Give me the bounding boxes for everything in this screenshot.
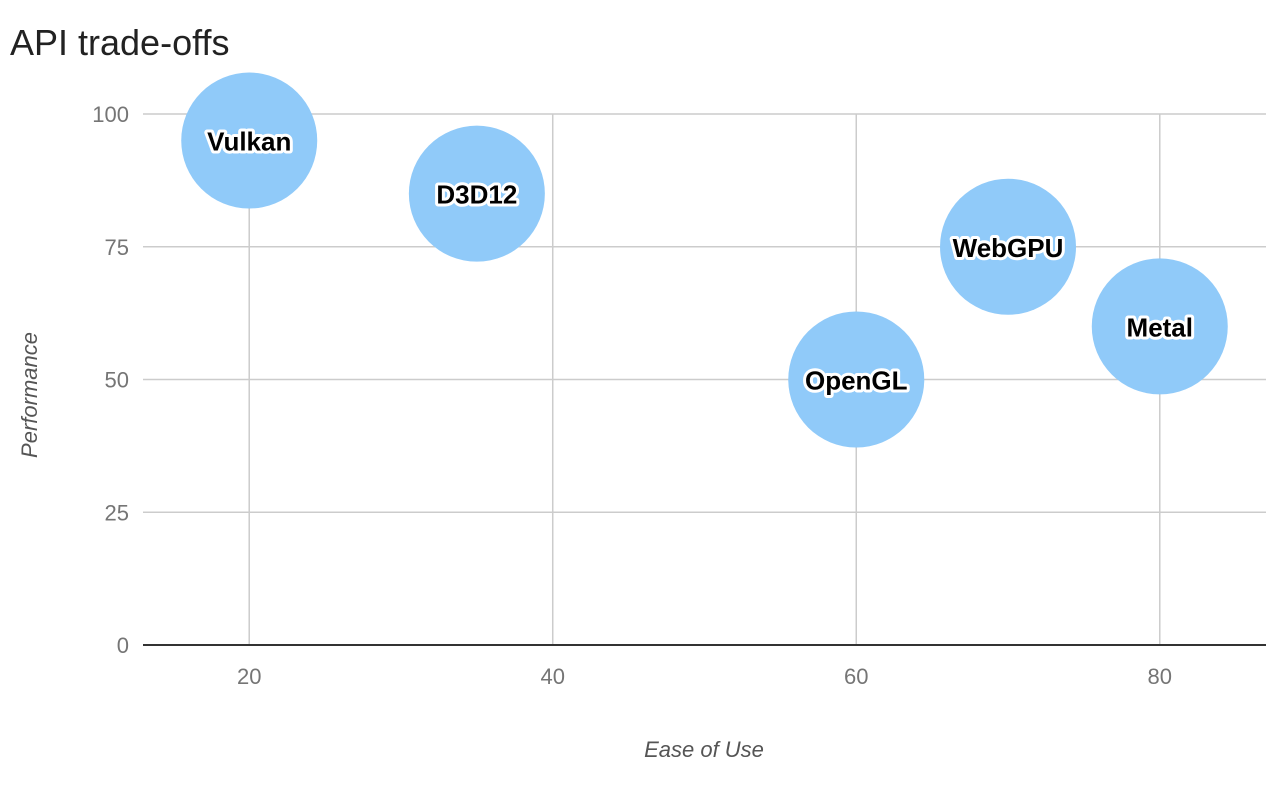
bubble-label-opengl: OpenGL xyxy=(805,366,908,396)
bubble-opengl[interactable] xyxy=(788,311,925,448)
bubble-webgpu[interactable] xyxy=(940,178,1077,315)
y-tick-label-25: 25 xyxy=(105,500,129,525)
y-tick-label-100: 100 xyxy=(92,102,129,127)
y-tick-label-0: 0 xyxy=(117,633,129,658)
bubble-label-webgpu: WebGPU xyxy=(953,233,1064,263)
y-tick-label-75: 75 xyxy=(105,235,129,260)
y-axis-title: Performance xyxy=(17,332,42,458)
x-tick-label-20: 20 xyxy=(237,664,261,689)
bubble-label-vulkan: Vulkan xyxy=(207,127,291,157)
x-tick-label-40: 40 xyxy=(541,664,565,689)
bubbles xyxy=(181,72,1228,448)
axes: 0 25 50 75 100 20 40 60 80 xyxy=(92,102,1266,689)
bubble-label-metal: Metal xyxy=(1127,312,1193,342)
bubble-metal[interactable] xyxy=(1091,258,1228,395)
bubble-label-d3d12: D3D12 xyxy=(436,180,517,210)
grid-lines xyxy=(143,113,1266,645)
bubble-vulkan[interactable] xyxy=(181,72,318,209)
x-axis-title: Ease of Use xyxy=(644,737,764,762)
bubble-labels: Vulkan D3D12 OpenGL WebGPU Metal xyxy=(204,124,1196,399)
bubble-d3d12[interactable] xyxy=(408,125,545,262)
x-tick-label-80: 80 xyxy=(1148,664,1172,689)
chart-title: API trade-offs xyxy=(10,22,230,63)
y-tick-label-50: 50 xyxy=(105,368,129,393)
x-tick-label-60: 60 xyxy=(844,664,868,689)
